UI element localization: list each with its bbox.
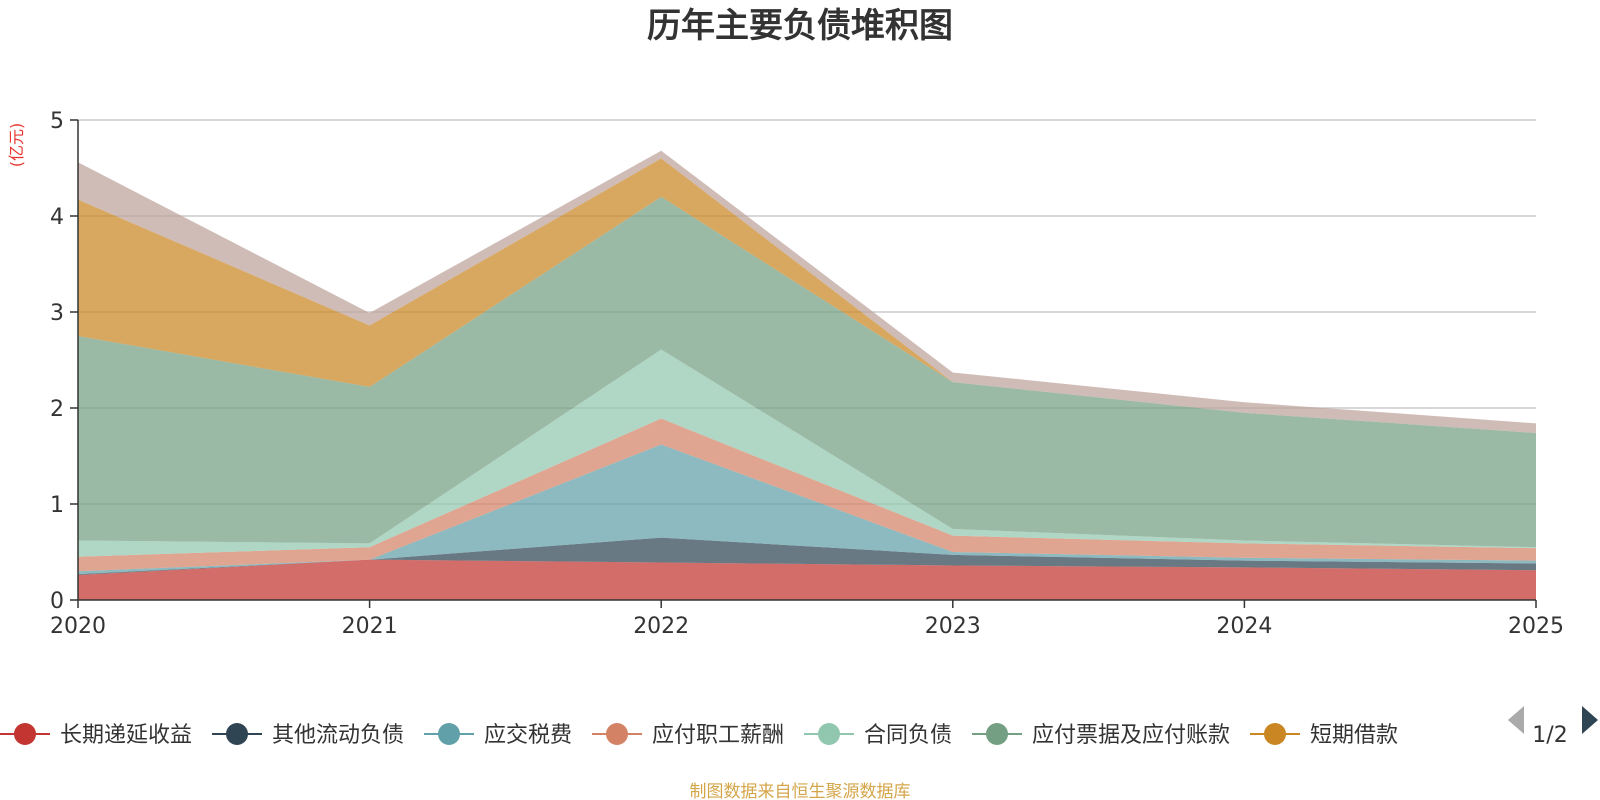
- legend-prev-icon[interactable]: [1508, 706, 1524, 734]
- area-长期递延收益[interactable]: [78, 559, 1536, 600]
- legend-label: 应付职工薪酬: [652, 723, 784, 748]
- y-tick-label: 5: [50, 109, 64, 134]
- legend-item[interactable]: 应交税费: [424, 723, 572, 748]
- legend-marker: [818, 723, 840, 745]
- legend-label: 长期递延收益: [60, 723, 192, 748]
- legend-marker: [1264, 723, 1286, 745]
- y-tick-label: 1: [50, 493, 64, 518]
- legend-label: 合同负债: [864, 723, 952, 748]
- legend-marker: [438, 723, 460, 745]
- y-tick-label: 4: [50, 205, 64, 230]
- x-tick-label: 2023: [925, 614, 981, 639]
- x-tick-label: 2025: [1508, 614, 1564, 639]
- x-tick-label: 2022: [633, 614, 689, 639]
- legend-marker: [14, 723, 36, 745]
- legend-item[interactable]: 短期借款: [1250, 723, 1398, 748]
- x-tick-label: 2021: [342, 614, 398, 639]
- area-应付票据及应付账款[interactable]: [78, 196, 1536, 548]
- legend-item[interactable]: 应付职工薪酬: [592, 723, 784, 748]
- legend-label: 应付票据及应付账款: [1032, 723, 1230, 748]
- chart-title: 历年主要负债堆积图: [647, 6, 953, 46]
- legend-marker: [226, 723, 248, 745]
- area-series-group: [78, 150, 1536, 600]
- area-应付职工薪酬[interactable]: [78, 418, 1536, 572]
- legend-item[interactable]: 其他流动负债: [212, 723, 404, 748]
- area-其他流动负债[interactable]: [78, 537, 1536, 576]
- legend-label: 应交税费: [484, 723, 572, 748]
- legend-marker: [606, 723, 628, 745]
- legend-pager[interactable]: 1/2: [1508, 705, 1600, 748]
- axes: 0 1 2 3 4 5 2020 2021 2022 2023 2024 2025: [50, 109, 1564, 639]
- x-tick-label: 2020: [50, 614, 106, 639]
- y-axis-unit: (亿元): [7, 123, 26, 168]
- legend-item[interactable]: 合同负债: [804, 723, 952, 748]
- y-tick-label: 2: [50, 397, 64, 422]
- legend-page-indicator: 1/2: [1532, 723, 1567, 748]
- legend-item[interactable]: 应付票据及应付账款: [972, 723, 1230, 748]
- data-source-note: 制图数据来自恒生聚源数据库: [690, 782, 911, 800]
- legend-item[interactable]: 长期递延收益: [0, 723, 192, 748]
- legend-label: 其他流动负债: [272, 723, 404, 748]
- legend-next-icon[interactable]: [1582, 706, 1598, 734]
- legend[interactable]: 长期递延收益 其他流动负债 应交税费 应付职工薪酬 合同负债 应付票据及应付账款 短期借款: [0, 723, 1398, 748]
- legend-marker: [986, 723, 1008, 745]
- area-应交税费[interactable]: [78, 444, 1536, 575]
- area-合同负债[interactable]: [78, 349, 1536, 557]
- y-tick-label: 3: [50, 301, 64, 326]
- x-tick-label: 2024: [1216, 614, 1272, 639]
- legend-label: 短期借款: [1310, 723, 1398, 748]
- y-tick-label: 0: [50, 589, 64, 614]
